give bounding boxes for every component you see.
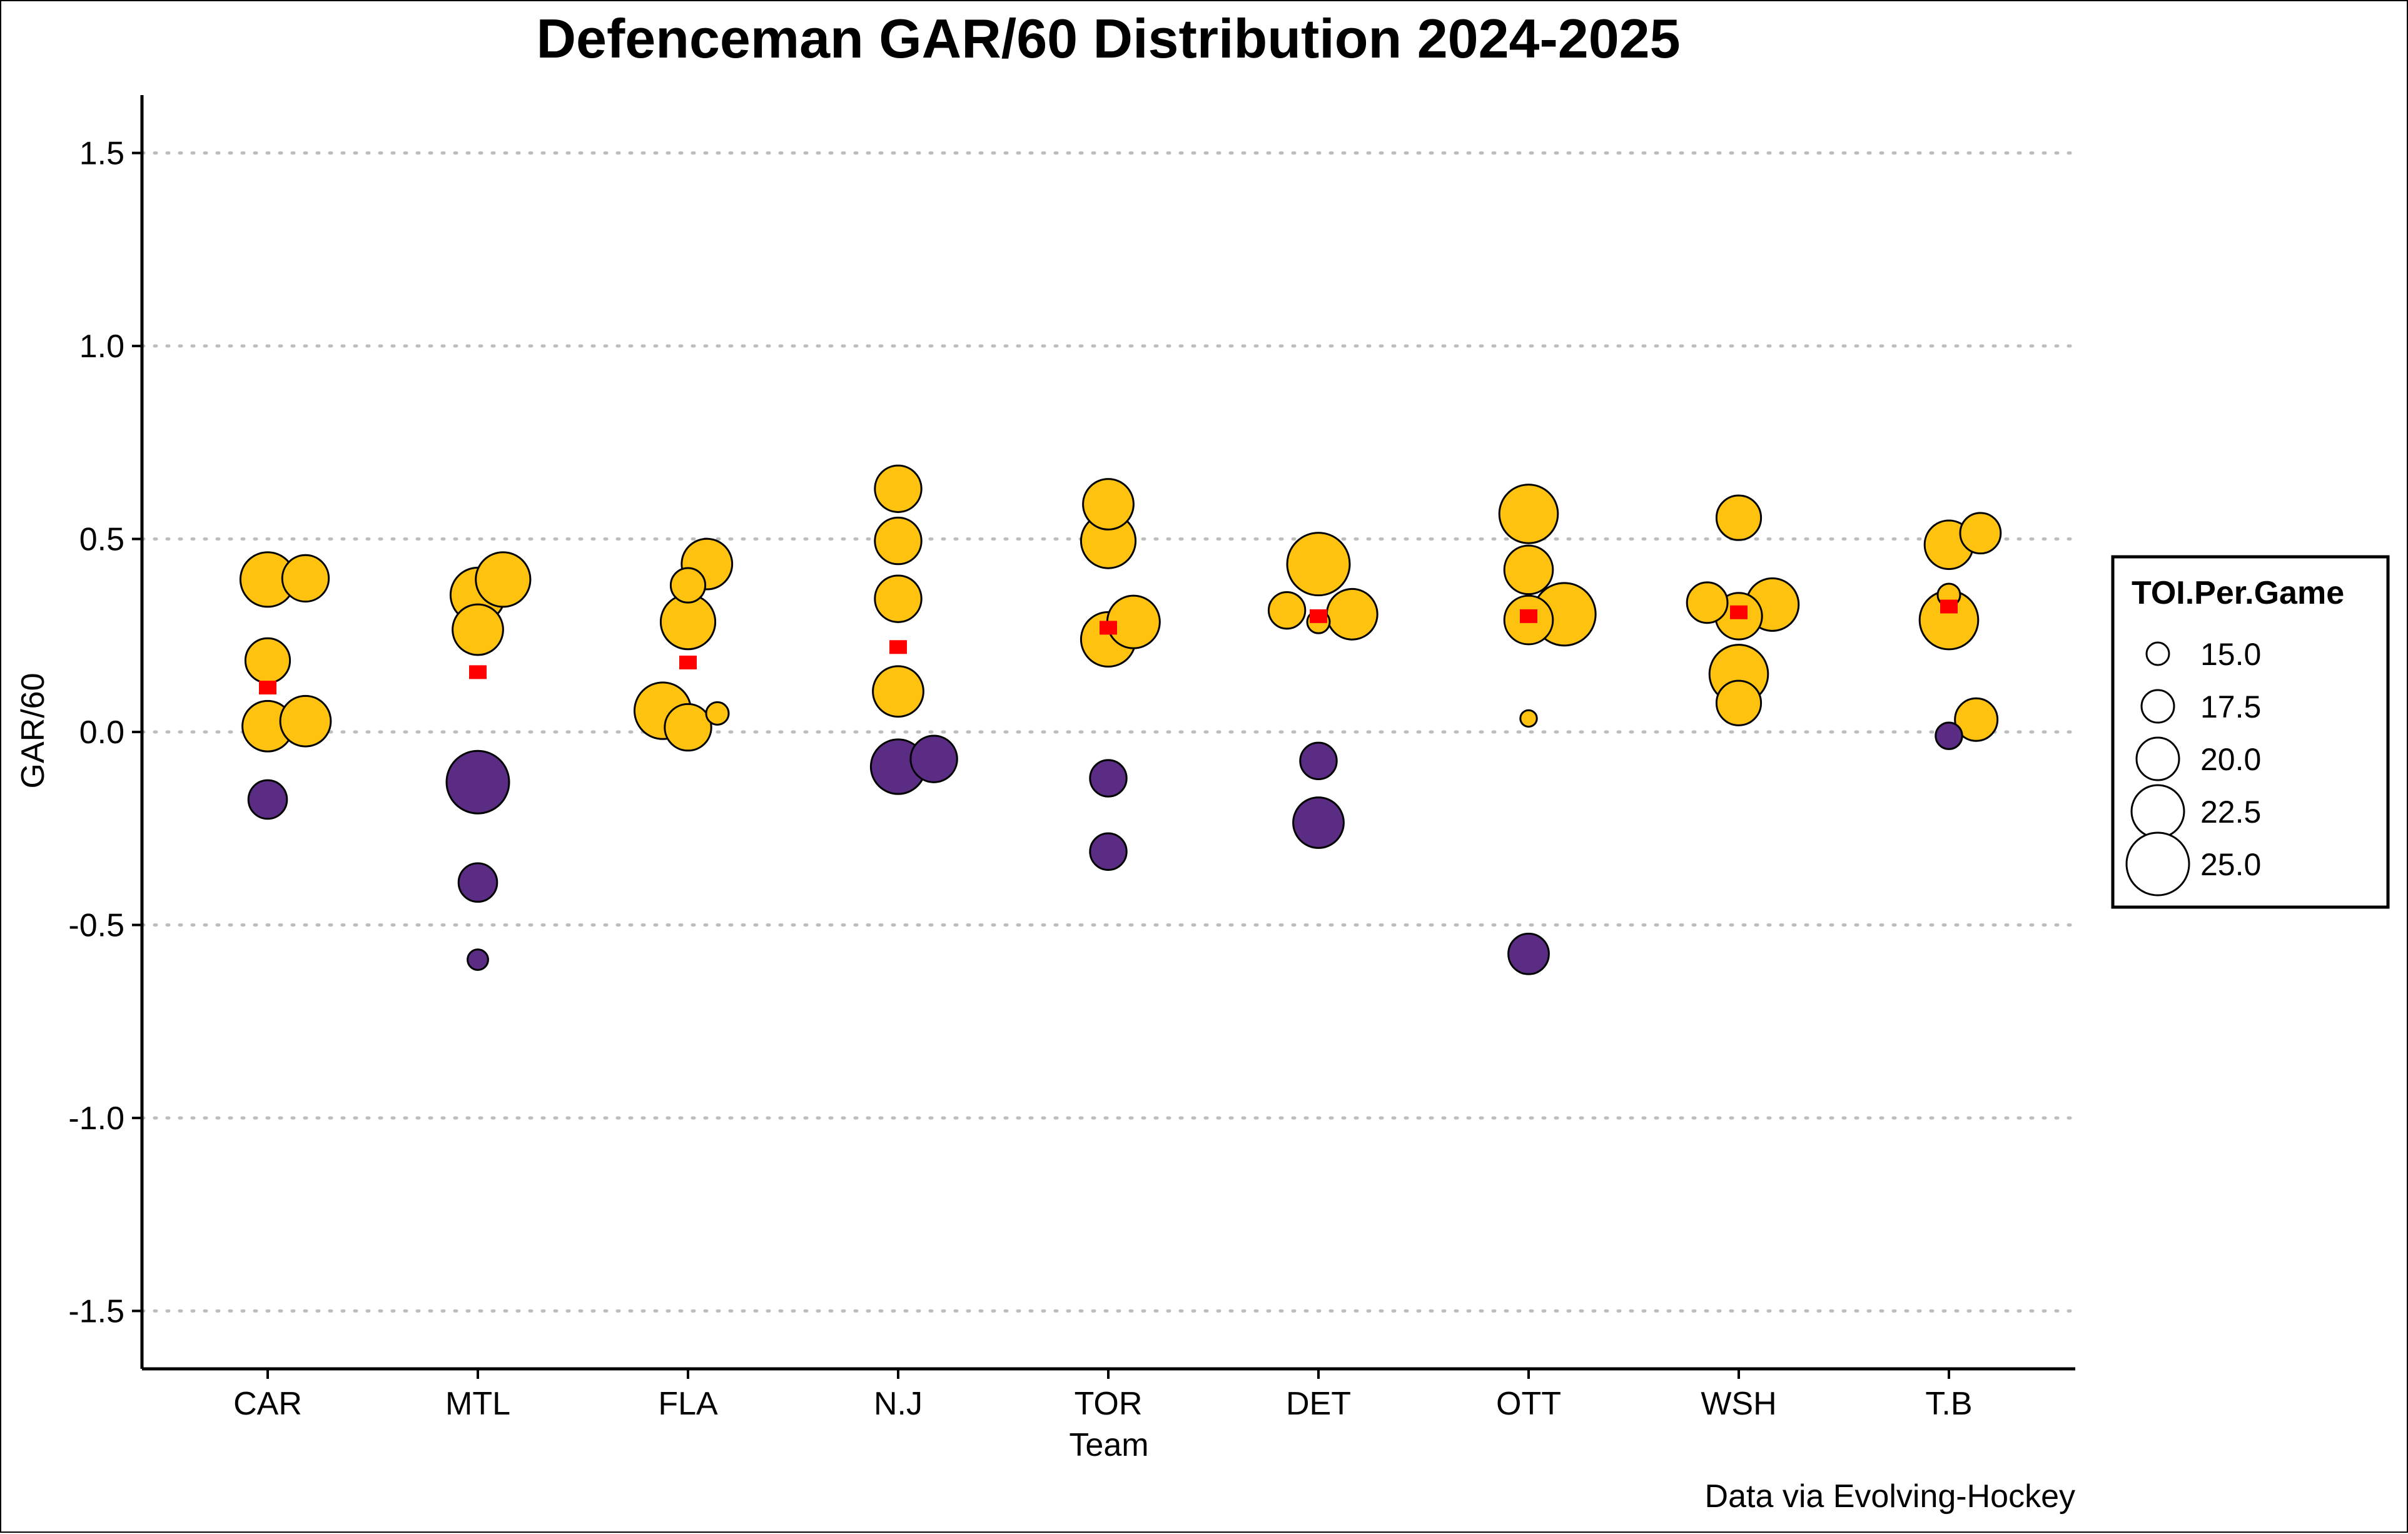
data-point <box>1299 741 1338 780</box>
data-point <box>467 948 489 971</box>
legend-title: TOI.Per.Game <box>2132 575 2344 611</box>
y-axis-title: GAR/60 <box>15 673 51 789</box>
y-tick-label: 0.5 <box>79 522 124 558</box>
data-point <box>281 554 330 603</box>
grid-layer <box>140 151 2077 1313</box>
data-point <box>1686 581 1729 624</box>
data-point <box>1325 587 1379 641</box>
legend-size-key <box>2145 641 2170 666</box>
x-tick-label: OTT <box>1496 1386 1561 1422</box>
data-point <box>452 603 504 656</box>
data-point <box>1959 512 2002 555</box>
legend-size-key <box>2125 831 2190 897</box>
team-mean-marker <box>1940 599 1958 614</box>
y-tick-label: 0.0 <box>79 714 124 751</box>
legend-label: 25.0 <box>2200 847 2261 882</box>
data-point <box>1089 832 1128 871</box>
legend-size-key <box>2140 689 2175 724</box>
team-mean-marker <box>1730 605 1748 619</box>
x-tick-label: N.J <box>874 1386 923 1422</box>
legend-label: 22.5 <box>2200 795 2261 830</box>
legend-label: 15.0 <box>2200 637 2261 672</box>
data-point <box>475 551 532 608</box>
data-point <box>247 779 288 820</box>
data-point <box>1715 494 1763 541</box>
data-point <box>874 516 923 566</box>
points-layer <box>239 464 2002 975</box>
y-tick-label: -1.5 <box>68 1293 124 1329</box>
data-point <box>909 734 958 783</box>
x-tick-label: WSH <box>1701 1386 1776 1422</box>
legend: TOI.Per.Game 15.0 17.5 20.0 22.5 25.0 <box>2111 555 2390 909</box>
legend-entries: 15.0 17.5 20.0 22.5 25.0 <box>2125 637 2261 897</box>
legend-label: 17.5 <box>2200 689 2261 724</box>
x-tick-label: MTL <box>445 1386 510 1422</box>
y-tick-label: 1.0 <box>79 328 124 365</box>
x-tick-label: FLA <box>658 1386 718 1422</box>
data-point <box>872 665 924 718</box>
x-tick-label: T.B <box>1925 1386 1972 1422</box>
y-tick-label: 1.5 <box>79 136 124 172</box>
data-point <box>1082 478 1135 531</box>
data-point <box>664 703 712 752</box>
x-axis-title: Team <box>1069 1427 1148 1463</box>
data-point <box>1954 697 1999 742</box>
data-point <box>1089 759 1128 798</box>
data-point <box>1286 532 1351 597</box>
data-point <box>244 637 291 684</box>
legend-size-key <box>2135 736 2180 781</box>
data-point <box>705 701 730 726</box>
data-point <box>1507 932 1550 975</box>
team-mean-marker <box>1310 609 1327 623</box>
legend-label: 20.0 <box>2200 742 2261 777</box>
team-mean-marker <box>259 681 276 695</box>
data-point <box>279 694 332 748</box>
data-point <box>457 862 498 903</box>
x-tick-label: TOR <box>1075 1386 1143 1422</box>
chart-title: Defenceman GAR/60 Distribution 2024-2025 <box>536 8 1680 69</box>
team-mean-marker <box>889 640 907 654</box>
data-point <box>1935 721 1963 750</box>
data-point <box>874 574 923 623</box>
team-mean-marker <box>1100 621 1117 635</box>
source-caption: Data via Evolving-Hockey <box>1705 1478 2075 1515</box>
data-point <box>1267 591 1307 630</box>
team-mean-marker <box>1520 609 1537 623</box>
data-point <box>1503 544 1554 596</box>
x-tick-label: CAR <box>233 1386 302 1422</box>
data-point <box>669 567 707 604</box>
data-point <box>1498 484 1559 544</box>
data-point <box>874 464 923 514</box>
y-tick-label: -1.0 <box>68 1100 124 1137</box>
team-mean-marker <box>469 665 487 679</box>
x-tick-label: DET <box>1286 1386 1351 1422</box>
y-tick-label: -0.5 <box>68 907 124 943</box>
legend-size-key <box>2130 784 2185 839</box>
axes-layer: 1.5 1.0 0.5 0.0 -0.5 -1.0 -1.5 CAR MTL FLA N.J TOR D… <box>68 95 2075 1422</box>
data-point <box>1519 709 1538 728</box>
data-point <box>445 749 510 815</box>
data-point <box>1715 679 1763 726</box>
team-mean-marker <box>679 655 697 669</box>
means-layer <box>259 599 1958 695</box>
data-point <box>1292 796 1345 849</box>
